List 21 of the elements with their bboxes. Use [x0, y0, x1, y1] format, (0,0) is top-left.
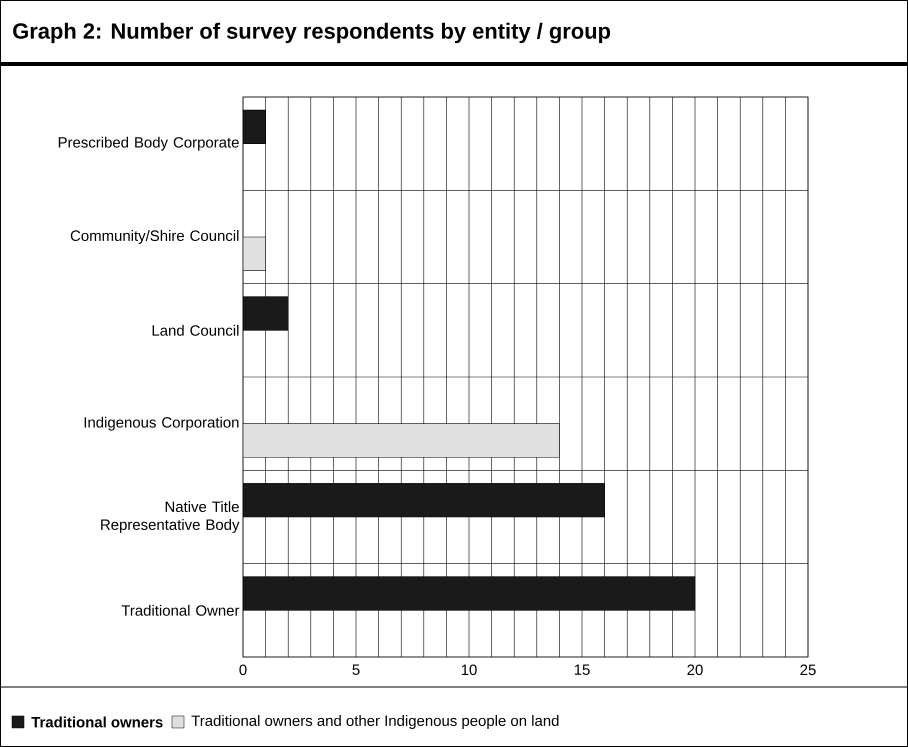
bar [243, 296, 289, 331]
x-tick-label: 10 [462, 664, 477, 676]
legend-label: Traditional owners and other Indigenous people on land [192, 715, 558, 729]
bar [243, 236, 266, 271]
legend-label: Traditional owners [31, 716, 163, 728]
y-tick-label: Native Title Representative Body [101, 501, 240, 533]
bar [243, 110, 266, 144]
bar [243, 423, 560, 458]
y-tick-label: Traditional Owner [122, 604, 240, 616]
x-tick-label: 20 [687, 664, 703, 676]
bar [243, 483, 605, 518]
y-tick-label: Prescribed Body Corporate [58, 136, 239, 151]
y-tick-label: Land Council [152, 324, 238, 336]
chart-title: Graph 2: Number of survey respondents by entity / group [13, 22, 610, 44]
y-tick-label: Indigenous Corporation [84, 416, 238, 431]
x-tick-label: 25 [800, 664, 816, 676]
bar [243, 576, 696, 611]
x-tick-label: 5 [352, 664, 360, 675]
x-tick-label: 15 [574, 664, 590, 675]
y-tick-label: Community/Shire Council [70, 230, 238, 244]
x-tick-label: 0 [239, 664, 247, 676]
